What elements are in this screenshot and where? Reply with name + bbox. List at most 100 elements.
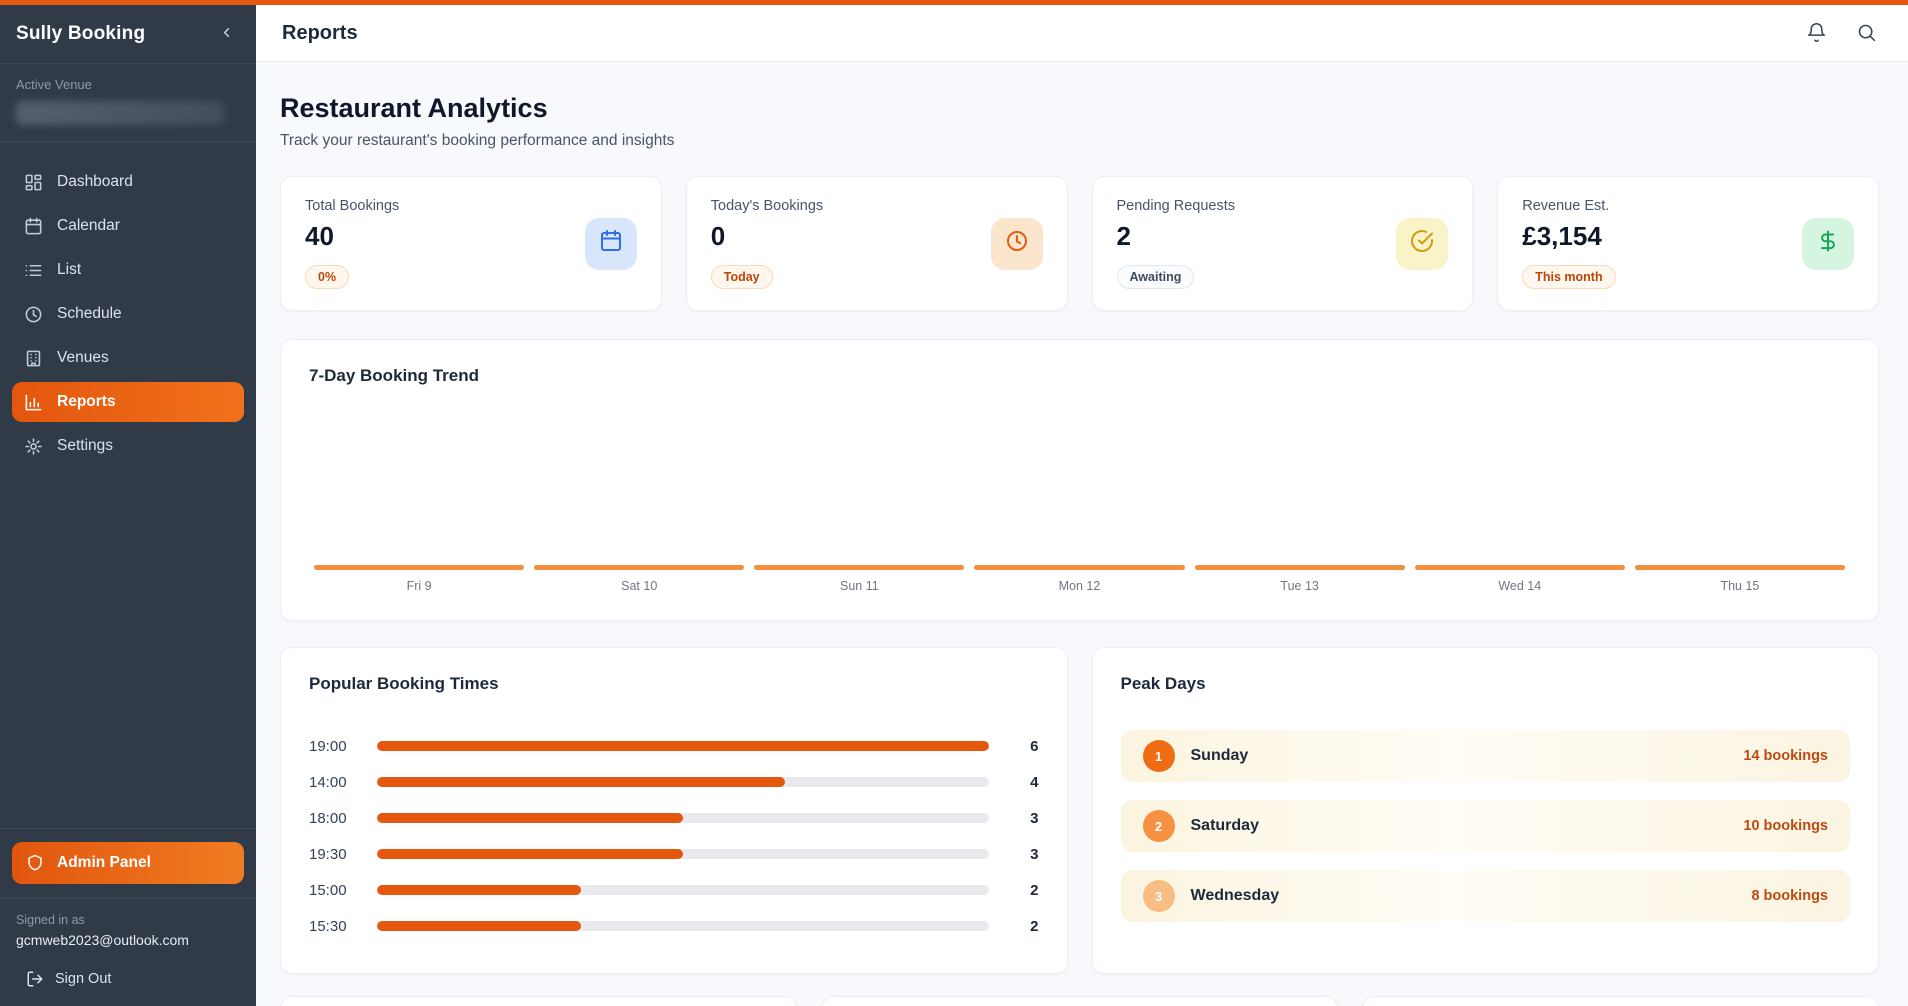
stat-value: 40 (305, 221, 334, 251)
time-bar-fill (377, 885, 581, 895)
time-bar-fill (377, 741, 989, 751)
x-axis-label: Mon 12 (1058, 579, 1101, 593)
time-label: 19:30 (309, 845, 347, 863)
time-value: 2 (1030, 881, 1039, 899)
sidebar-item-label: List (57, 261, 82, 278)
sidebar-collapse-button[interactable] (214, 22, 238, 46)
stat-label: Total Bookings (305, 198, 400, 214)
trend-chart-title: 7-Day Booking Trend (309, 366, 480, 385)
sidebar-item-reports[interactable]: Reports (12, 382, 244, 422)
list-icon (24, 261, 43, 280)
time-label: 18:00 (309, 809, 347, 827)
time-value: 3 (1030, 845, 1039, 863)
peak-bookings-count: 10 bookings (1743, 818, 1828, 834)
x-axis-label: Sun 11 (840, 579, 879, 593)
x-axis-label: Sat 10 (621, 579, 658, 593)
bar (754, 565, 965, 570)
stat-badge: Today (710, 265, 773, 289)
top-accent-strip (0, 0, 1908, 5)
sidebar-item-calendar[interactable]: Calendar (12, 206, 244, 246)
stat-card-today-s-bookings: Today's Bookings 0 Today (685, 176, 1068, 311)
peak-day-name: Saturday (1190, 817, 1259, 834)
popular-times-card: Popular Booking Times 19:00 6 14:00 4 18:00 3… (280, 647, 1068, 974)
time-row-19-00: 19:00 6 (309, 736, 1039, 756)
x-axis-label: Fri 9 (406, 579, 432, 593)
stat-card-text: Total Bookings 40 0% (305, 198, 399, 289)
trend-bar-thu-15 (1630, 565, 1850, 570)
sidebar-item-settings[interactable]: Settings (12, 426, 244, 466)
stat-card-text: Today's Bookings 0 Today (710, 198, 823, 289)
time-bar-track (377, 921, 989, 931)
peak-bookings-count: 14 bookings (1743, 748, 1828, 764)
bar (1194, 565, 1405, 570)
peak-row-left: 2 Saturday (1142, 810, 1259, 842)
peak-days-card: Peak Days 1 Sunday 14 bookings 2 Saturday 10 … (1091, 647, 1879, 974)
bar (1414, 565, 1625, 570)
stat-value: 2 (1116, 221, 1131, 251)
sidebar-nav: Dashboard Calendar List Schedule Venues Repor… (0, 142, 256, 478)
stat-card-revenue-est: Revenue Est. £3,154 This month (1497, 176, 1879, 311)
sidebar-item-list[interactable]: List (12, 250, 244, 290)
stat-value: £3,154 (1522, 221, 1602, 251)
trend-bars (309, 392, 1850, 570)
bar (974, 565, 1185, 570)
sidebar-item-schedule[interactable]: Schedule (12, 294, 244, 334)
rank-badge: 1 (1142, 740, 1175, 772)
time-bar-fill (377, 813, 683, 823)
building-icon (24, 349, 43, 368)
trend-bar-mon-12 (969, 565, 1189, 570)
dashboard-icon (24, 173, 43, 192)
time-bar-fill (377, 921, 581, 931)
peak-row-left: 1 Sunday (1142, 740, 1248, 772)
time-value: 2 (1030, 917, 1039, 935)
divider (0, 63, 256, 64)
brand-title: Sully Booking (16, 23, 146, 44)
partial-card (1362, 996, 1879, 1006)
time-label: 14:00 (309, 773, 347, 791)
time-bar-track (377, 741, 989, 751)
stats-grid: Total Bookings 40 0% Today's Bookings 0 Today… (280, 176, 1879, 311)
partial-card (821, 996, 1338, 1006)
page-title: Restaurant Analytics (280, 93, 548, 123)
calendar-icon (599, 229, 623, 258)
peak-day-name: Wednesday (1190, 887, 1280, 904)
peak-day-row-sunday: 1 Sunday 14 bookings (1120, 730, 1850, 782)
peak-days-title: Peak Days (1120, 674, 1206, 693)
sidebar-item-label: Settings (57, 437, 114, 454)
shield-icon (26, 854, 44, 872)
notifications-button[interactable] (1806, 22, 1828, 44)
clock-icon (24, 305, 43, 324)
stat-card-total-bookings: Total Bookings 40 0% (280, 176, 662, 311)
sidebar-item-venues[interactable]: Venues (12, 338, 244, 378)
sidebar-item-label: Venues (57, 349, 109, 366)
dollar-icon (1816, 229, 1840, 258)
clock-icon (1005, 229, 1029, 258)
sign-out-button[interactable]: Sign Out (16, 970, 111, 988)
stat-label: Revenue Est. (1522, 198, 1610, 214)
content-area: Restaurant Analytics Track your restaura… (256, 62, 1908, 1006)
stat-card-pending-requests: Pending Requests 2 Awaiting (1091, 176, 1474, 311)
trend-bar-tue-13 (1190, 565, 1410, 570)
trend-bar-fri-9 (309, 565, 529, 570)
sidebar-item-dashboard[interactable]: Dashboard (12, 162, 244, 202)
signed-in-as-label: Signed in as (16, 913, 85, 927)
gear-icon (24, 437, 43, 456)
peak-list: 1 Sunday 14 bookings 2 Saturday 10 bookings 3 W… (1120, 730, 1850, 922)
time-row-15-30: 15:30 2 (309, 916, 1039, 936)
time-bar-fill (377, 849, 683, 859)
stat-card-text: Revenue Est. £3,154 This month (1522, 198, 1616, 289)
stat-value: 0 (710, 221, 726, 251)
time-row-19-30: 19:30 3 (309, 844, 1039, 864)
time-row-14-00: 14:00 4 (309, 772, 1039, 792)
divider (0, 898, 256, 899)
rank-badge: 2 (1142, 810, 1175, 842)
calendar-icon (24, 217, 43, 236)
topbar: Reports (256, 5, 1908, 62)
bar (1634, 565, 1845, 570)
divider (0, 141, 256, 142)
search-button[interactable] (1856, 22, 1878, 44)
x-axis-label: Wed 14 (1498, 579, 1542, 593)
stat-icon-tile (1396, 217, 1449, 270)
page-subtitle: Track your restaurant's booking performa… (280, 132, 675, 149)
admin-panel-button[interactable]: Admin Panel (12, 842, 244, 884)
